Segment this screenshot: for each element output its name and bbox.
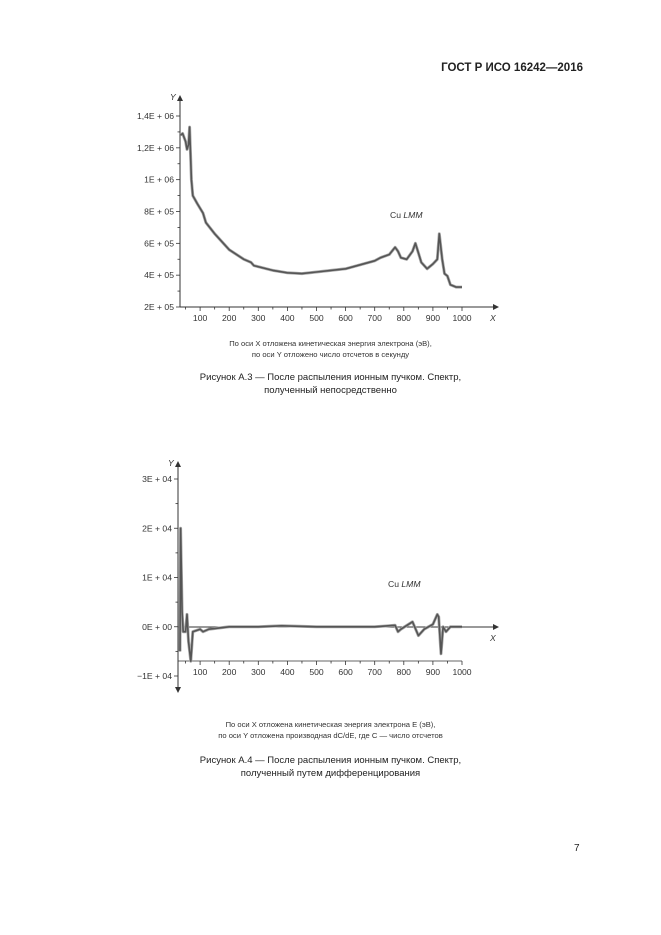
- x-tick-label: 500: [309, 667, 324, 677]
- page-number: 7: [574, 843, 580, 854]
- peak-annotation: Cu LMM: [390, 210, 423, 220]
- y-tick-label: 2E + 05: [144, 302, 174, 312]
- y-tick-label: 4E + 05: [144, 270, 174, 280]
- y-axis-label: Y: [168, 458, 175, 468]
- x-tick-label: 700: [368, 667, 383, 677]
- y-tick-label: 1,4E + 06: [137, 111, 174, 121]
- x-tick-label: 900: [426, 667, 441, 677]
- x-tick-label: 600: [338, 313, 353, 323]
- y-tick-label: 6E + 05: [144, 238, 174, 248]
- x-tick-label: 600: [338, 667, 353, 677]
- note-line: по оси Y отложено число отсчетов в секун…: [251, 350, 410, 359]
- x-tick-label: 400: [280, 313, 295, 323]
- x-tick-label: 800: [397, 667, 412, 677]
- spectrum-line-halo: [178, 526, 462, 663]
- caption-line: полученный путем дифференцирования: [240, 768, 421, 779]
- y-tick-label: 1E + 04: [142, 573, 172, 583]
- x-tick-label: 900: [426, 313, 441, 323]
- peak-annotation: Cu LMM: [388, 579, 421, 589]
- x-tick-label: 400: [280, 667, 295, 677]
- x-axis-label: X: [489, 633, 496, 643]
- y-tick-label: 1,2E + 06: [137, 143, 174, 153]
- x-tick-label: 100: [193, 313, 208, 323]
- y-tick-label: 2E + 04: [142, 523, 172, 533]
- x-tick-label: 700: [368, 313, 383, 323]
- spectrum-line-halo: [179, 125, 462, 289]
- x-tick-label: 200: [222, 667, 237, 677]
- chart-a4: Y X 100 200 300 400 500 600 700 800 900 1000 −1E + 0…: [137, 458, 499, 693]
- annotation-transition: LMM: [403, 210, 423, 220]
- x-tick-label: 200: [222, 313, 237, 323]
- y-axis-label: Y: [170, 92, 177, 102]
- annotation-element: Cu: [388, 579, 401, 589]
- y-tick-label: 0E + 00: [142, 622, 172, 632]
- x-tick-label: 300: [251, 313, 266, 323]
- x-tick-label: 1000: [452, 313, 471, 323]
- caption-line: Рисунок А.4 — После распыления ионным пу…: [199, 755, 462, 766]
- document-header: ГОСТ Р ИСО 16242—2016: [441, 62, 583, 74]
- spectrum-line: [180, 126, 462, 288]
- caption-line: полученный непосредственно: [264, 385, 397, 396]
- annotation-transition: LMM: [401, 579, 421, 589]
- x-tick-label: 500: [309, 313, 324, 323]
- x-axis-label: X: [489, 313, 496, 323]
- figure-a3-note: По оси X отложена кинетическая энергия э…: [0, 338, 661, 360]
- figure-a4-note: По оси X отложена кинетическая энергия э…: [0, 719, 661, 741]
- figure-a4-caption: Рисунок А.4 — После распыления ионным пу…: [0, 754, 661, 780]
- x-tick-label: 100: [193, 667, 208, 677]
- note-line: По оси X отложена кинетическая энергия э…: [229, 339, 432, 348]
- x-tick-label: 300: [251, 667, 266, 677]
- y-tick-label: −1E + 04: [137, 671, 172, 681]
- y-tick-label: 3E + 04: [142, 474, 172, 484]
- x-tick-label: 800: [397, 313, 412, 323]
- figure-a3-caption: Рисунок А.3 — После распыления ионным пу…: [0, 371, 661, 397]
- annotation-element: Cu: [390, 210, 403, 220]
- x-tick-label: 1000: [452, 667, 471, 677]
- note-line: По оси X отложена кинетическая энергия э…: [225, 720, 436, 729]
- y-tick-label: 1E + 06: [144, 175, 174, 185]
- y-tick-label: 8E + 05: [144, 207, 174, 217]
- chart-a3: Y X 100 200 300 400 500 600 700 800 900 1000 2E + 05…: [137, 92, 499, 323]
- spectrum-line: [179, 527, 462, 663]
- note-line: по оси Y отложена производная dC/dE, где…: [218, 731, 443, 740]
- caption-line: Рисунок А.3 — После распыления ионным пу…: [199, 372, 462, 383]
